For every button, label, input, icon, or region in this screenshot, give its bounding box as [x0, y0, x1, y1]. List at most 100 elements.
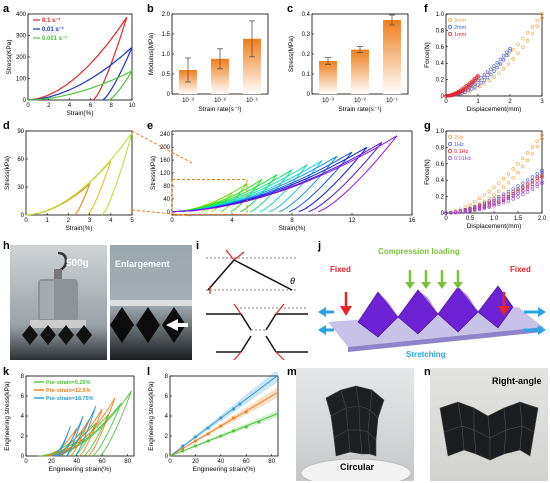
- legend-entry: 1mm: [454, 32, 467, 38]
- data-point: [477, 196, 482, 201]
- data-point: [506, 172, 511, 176]
- data-point: [497, 202, 501, 207]
- y-tick-label: 120: [160, 171, 171, 177]
- data-point: [511, 189, 515, 194]
- data-point: [492, 75, 496, 79]
- data-point: [447, 94, 451, 98]
- hysteresis-loop: [52, 397, 116, 457]
- hysteresis-loop: [46, 402, 122, 457]
- m-circular-label: Circular: [340, 462, 375, 472]
- panel-label-a: a: [3, 3, 10, 15]
- data-point: [476, 73, 480, 78]
- legend-marker: [448, 149, 452, 153]
- data-point: [219, 434, 223, 438]
- data-point: [492, 198, 496, 203]
- h-weight-label: 500g: [66, 258, 89, 269]
- y-axis-title: Stress(kPa): [4, 156, 11, 190]
- data-point: [497, 194, 501, 199]
- chart-g-force-displacement: 0 0.5 1.0 1.5 2.000.20.40.60.81.0Displacemen…: [424, 129, 547, 230]
- data-point: [540, 173, 544, 177]
- fit-line: [169, 374, 279, 457]
- y-tick-label: 0.5: [162, 72, 171, 78]
- legend-entry: 0.001 s⁻¹: [42, 35, 67, 42]
- data-point: [487, 205, 491, 209]
- x-axis-title: Strain(%): [66, 110, 93, 117]
- data-point: [540, 133, 544, 137]
- x-tick-label: 4: [109, 218, 113, 224]
- data-point: [466, 88, 471, 93]
- data-point: [487, 204, 491, 208]
- y-tick-label: 100: [16, 77, 27, 83]
- legend-entry: 1Hz: [454, 142, 464, 148]
- legend-entry: 3mm: [454, 18, 467, 24]
- data-point: [482, 206, 487, 211]
- panel-label-k: k: [3, 366, 10, 378]
- data-point: [473, 87, 477, 91]
- data-point: [457, 91, 461, 95]
- data-point: [492, 64, 496, 68]
- data-point: [516, 195, 520, 199]
- data-point: [506, 180, 511, 185]
- hysteresis-loop: [25, 132, 133, 216]
- data-point: [525, 31, 530, 35]
- chart-c-stress-bars: 0 0.1 0.2 0.3 0.4 10⁻³ 10⁻² 10⁻¹ Strain rate(s⁻¹…: [288, 12, 409, 113]
- data-point: [525, 185, 530, 190]
- x-tick-label: 40: [217, 459, 224, 465]
- hysteresis-loop: [171, 151, 353, 213]
- x-axis-title: Displacement(mm): [467, 106, 522, 113]
- x-tick-label: 2: [508, 99, 512, 105]
- data-point: [501, 200, 506, 205]
- legend-marker: [448, 156, 452, 160]
- panel-label-c: c: [287, 3, 294, 15]
- data-point: [540, 12, 544, 16]
- data-point: [444, 94, 448, 98]
- data-point: [535, 182, 539, 186]
- data-point: [540, 137, 544, 141]
- legend-entry: Pre-strain=18.75%: [46, 396, 94, 402]
- y-tick-label: 0.8: [436, 28, 445, 34]
- y-tick-label: 4: [165, 414, 169, 420]
- data-point: [511, 197, 515, 201]
- data-point: [525, 38, 530, 43]
- y-tick-label: 300: [16, 34, 27, 40]
- x-tick-label: 3: [540, 99, 544, 105]
- y-tick-label: 0.4: [436, 61, 445, 67]
- x-tick-label: 10: [129, 103, 136, 109]
- data-point: [497, 181, 501, 185]
- hysteresis-loop: [27, 16, 128, 101]
- x-tick-label: 0: [24, 218, 28, 224]
- bar: [319, 61, 337, 94]
- x-tick-label: 8: [290, 218, 294, 224]
- data-point: [530, 179, 535, 183]
- n-right-angle-label: Right-angle: [492, 376, 542, 386]
- x-tick-label: 2: [67, 218, 71, 224]
- legend-marker: [448, 18, 452, 22]
- schematic-j: [318, 270, 546, 352]
- data-point: [535, 18, 539, 23]
- data-point: [516, 162, 520, 166]
- data-point: [485, 75, 490, 80]
- legend-entry: 0.01 s⁻¹: [42, 26, 64, 33]
- data-point: [506, 192, 511, 196]
- j-fixed-left-label: Fixed: [330, 265, 351, 274]
- x-axis-title: Engineering strain(%): [49, 466, 112, 473]
- bar: [243, 38, 261, 94]
- data-point: [501, 54, 506, 58]
- data-point: [453, 210, 458, 215]
- y-tick-label: 1.0: [162, 52, 171, 58]
- y-tick-label: 2.0: [162, 12, 171, 18]
- x-tick-label: 4: [68, 103, 72, 109]
- y-tick-label: 1.0: [436, 12, 445, 18]
- data-point: [257, 420, 261, 424]
- data-point: [219, 424, 223, 428]
- hysteresis-loop: [171, 179, 263, 213]
- data-point: [449, 211, 453, 215]
- y-tick-label: 4: [21, 414, 25, 420]
- data-point: [521, 189, 525, 193]
- data-point: [540, 181, 544, 186]
- x-axis-title: Strain(%): [65, 225, 92, 232]
- j-fixed-right-label: Fixed: [510, 265, 531, 274]
- x-tick-label: 12: [349, 218, 356, 224]
- y-tick-label: 0.3: [302, 32, 311, 38]
